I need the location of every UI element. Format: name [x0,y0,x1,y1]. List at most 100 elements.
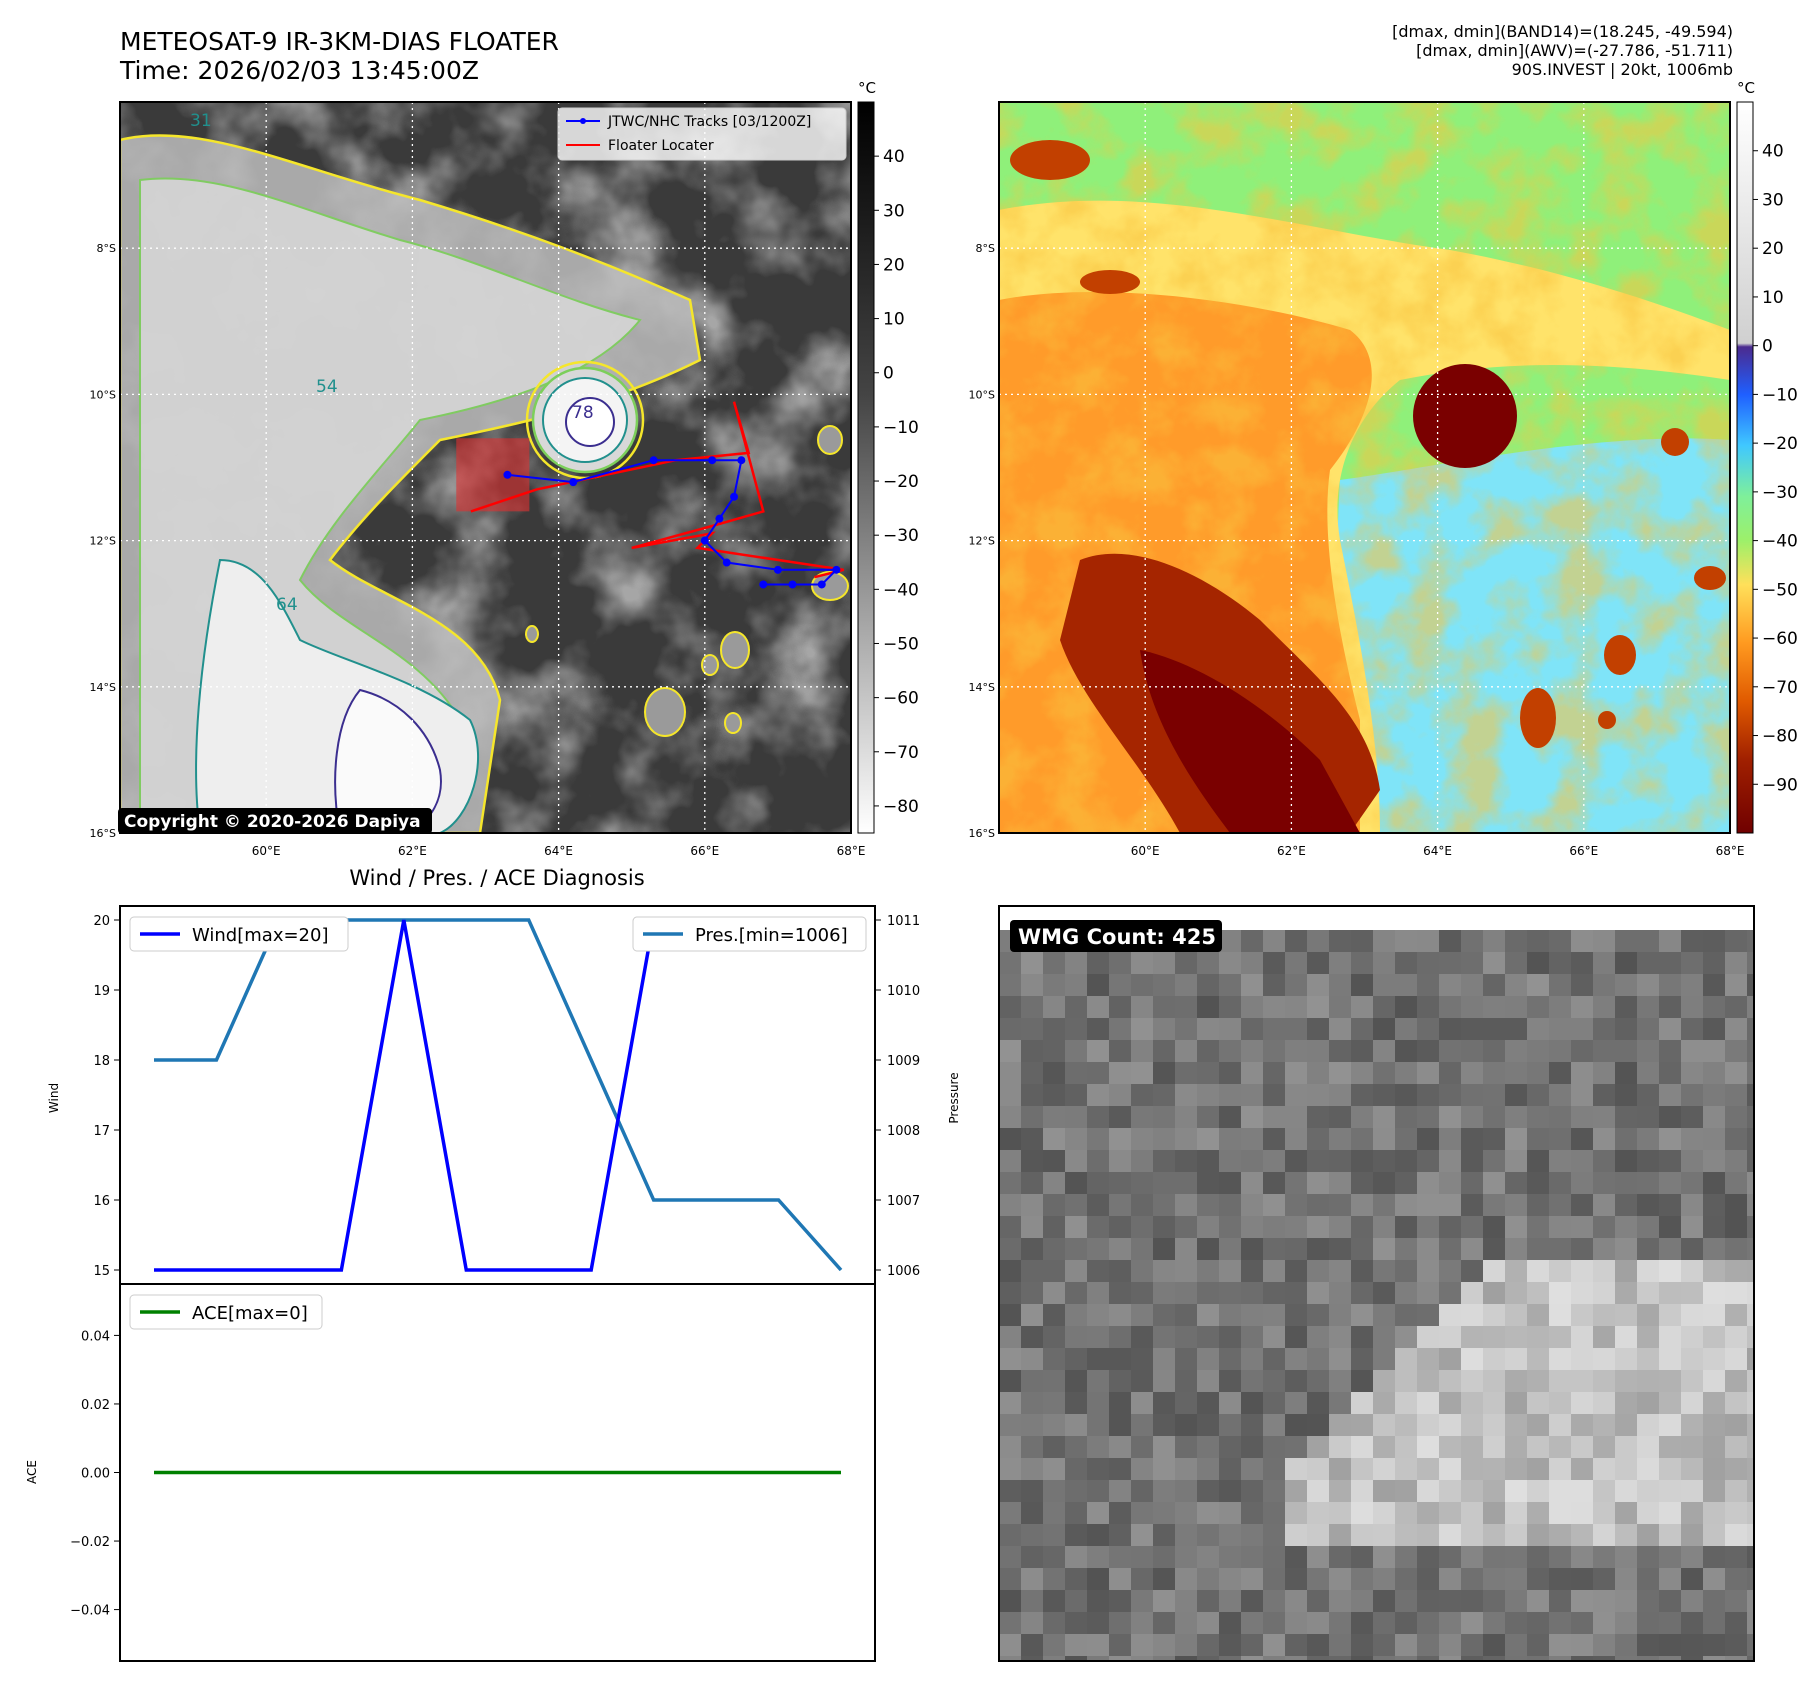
wmg-cell [1725,1260,1748,1283]
wmg-cell [1329,1546,1352,1569]
wmg-cell [999,952,1022,975]
wmg-cell [1549,974,1572,997]
wmg-cell [1351,1436,1374,1459]
wmg-cell [1395,1524,1418,1547]
wmg-cell [1329,1040,1352,1063]
wmg-cell [1175,1524,1198,1547]
wmg-cell [1241,1502,1264,1525]
wmg-cell [1285,1304,1308,1327]
wmg-cell [1373,1392,1396,1415]
wmg-cell [1417,974,1440,997]
wmg-cell [1527,930,1550,953]
wmg-cell [1439,1656,1462,1661]
wmg-cell [1703,1502,1726,1525]
wmg-cell [1351,1040,1374,1063]
wmg-cell [999,1128,1022,1151]
wmg-cell [1747,1546,1754,1569]
wmg-cell [1527,1326,1550,1349]
wmg-cell [1373,1216,1396,1239]
wmg-cell [1197,1656,1220,1661]
wmg-cell [1197,1678,1220,1690]
wmg-cell [1593,1414,1616,1437]
wmg-cell [1197,1370,1220,1393]
wind-axis-label: Wind [47,1083,61,1113]
wmg-cell [1065,1502,1088,1525]
wmg-cell [1109,1524,1132,1547]
wmg-cell [1241,1458,1264,1481]
colorbar-tick-label: 40 [883,147,905,167]
wmg-cell [1747,1216,1754,1239]
wmg-cell [1131,1172,1154,1195]
wmg-cell [1285,1480,1308,1503]
wmg-cell [1351,1568,1374,1591]
wmg-cell [1549,1656,1572,1661]
wmg-cell [1175,1590,1198,1613]
wmg-cell [1241,1326,1264,1349]
wmg-cell [1615,1238,1638,1261]
wmg-cell [1593,1612,1616,1635]
wmg-cell [1351,1480,1374,1503]
wmg-cell [1505,996,1528,1019]
wmg-cell [1461,1678,1484,1690]
wmg-cell [1659,1656,1682,1661]
wmg-cell [1065,974,1088,997]
wmg-cell [1615,1326,1638,1349]
wmg-cell [1505,1568,1528,1591]
wmg-cell [1021,1414,1044,1437]
wmg-cell [1681,1304,1704,1327]
ir-small-cells [525,425,849,737]
wmg-cell [1043,1106,1066,1129]
wmg-cell [1131,1502,1154,1525]
wmg-cell [1373,1018,1396,1041]
wmg-cell [1175,996,1198,1019]
wmg-cell [1615,1084,1638,1107]
awv-colorbar-ticks: 40 30 20 10 0 −10 −20 −30 −40 −50 −60 −70 −80 −90 [1753,142,1798,795]
wmg-cell [1241,1546,1264,1569]
wmg-cell [1241,1282,1264,1305]
wmg-cell [1571,1018,1594,1041]
lon-tick-label: 66°E [1569,844,1598,858]
wmg-cell [1527,1238,1550,1261]
wmg-cell [1307,1348,1330,1371]
wmg-cell [1329,1326,1352,1349]
wmg-cell [1109,1128,1132,1151]
wmg-cell [1461,1172,1484,1195]
wmg-cell [1593,1260,1616,1283]
wmg-cell [1395,1172,1418,1195]
wmg-cell [1703,1238,1726,1261]
wmg-cell [1175,1414,1198,1437]
wmg-cell [1659,1304,1682,1327]
wmg-cell [1329,1150,1352,1173]
wmg-cell [1087,1612,1110,1635]
wmg-cell [1285,1370,1308,1393]
wmg-cell [999,1656,1022,1661]
wmg-cell [1615,1106,1638,1129]
wmg-cell [999,1018,1022,1041]
wmg-cell [1329,1678,1352,1690]
wmg-cell [1307,1678,1330,1690]
wmg-cell [1043,1348,1066,1371]
wmg-cell [1615,1634,1638,1657]
wmg-cell [1175,1084,1198,1107]
wmg-cell [1703,1392,1726,1415]
wmg-cell [1065,1414,1088,1437]
wmg-cell [1571,1524,1594,1547]
wmg-cell [1659,1172,1682,1195]
wmg-cell [1659,1524,1682,1547]
wmg-cell [1087,1106,1110,1129]
wmg-cell [1571,1392,1594,1415]
wmg-cell [1725,930,1748,953]
wmg-cell [1461,1480,1484,1503]
wmg-cell [1021,1194,1044,1217]
wmg-cell [1747,1040,1754,1063]
wmg-cell [1351,1458,1374,1481]
wmg-cell [1373,1634,1396,1657]
wmg-cell [1439,1040,1462,1063]
wmg-cell [1241,1612,1264,1635]
wmg-cell [1175,1018,1198,1041]
wmg-cell [1153,1172,1176,1195]
wmg-cell [1285,1018,1308,1041]
wind-ytick-label: 17 [93,1124,110,1139]
wmg-cell [1571,930,1594,953]
wmg-cell [1307,1414,1330,1437]
